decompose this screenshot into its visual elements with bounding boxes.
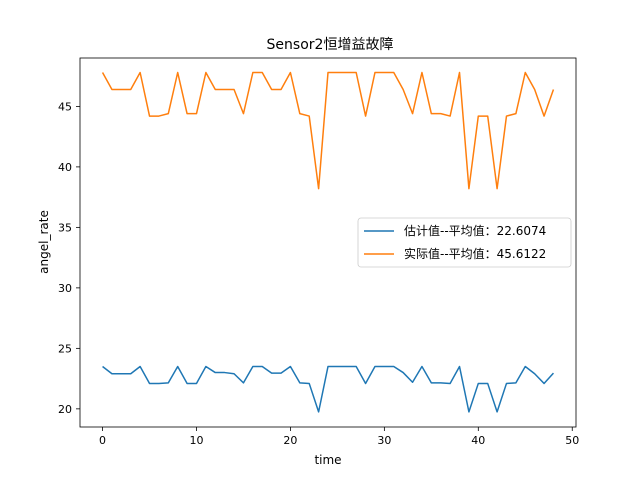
x-tick-label: 30	[377, 434, 391, 447]
x-axis-label: time	[314, 453, 341, 467]
x-tick-label: 10	[189, 434, 203, 447]
y-axis-ticks: 20 25 30 35 40 45	[58, 100, 80, 416]
x-tick-label: 40	[471, 434, 485, 447]
x-axis-ticks: 0 10 20 30 40 50	[99, 427, 579, 447]
legend-entry: 实际值--平均值：45.6122	[404, 246, 546, 261]
legend-box	[357, 217, 572, 268]
x-tick-label: 20	[283, 434, 297, 447]
y-tick-label: 25	[58, 342, 72, 355]
legend: 估计值--平均值：22.6074 实际值--平均值：45.6122	[357, 217, 572, 268]
y-tick-label: 45	[58, 100, 72, 113]
x-tick-label: 50	[565, 434, 579, 447]
y-tick-label: 30	[58, 282, 72, 295]
y-tick-label: 35	[58, 221, 72, 234]
series-line	[102, 365, 555, 413]
y-tick-label: 20	[58, 403, 72, 416]
plot-area-frame	[79, 57, 577, 428]
y-tick-label: 40	[58, 161, 72, 174]
series-layer	[101, 71, 555, 413]
series-line	[101, 71, 555, 190]
y-axis-label: angel_rate	[37, 210, 51, 274]
chart-title: Sensor2恒增益故障	[267, 37, 394, 53]
x-tick-label: 0	[99, 434, 106, 447]
legend-entry: 估计值--平均值：22.6074	[404, 223, 546, 238]
